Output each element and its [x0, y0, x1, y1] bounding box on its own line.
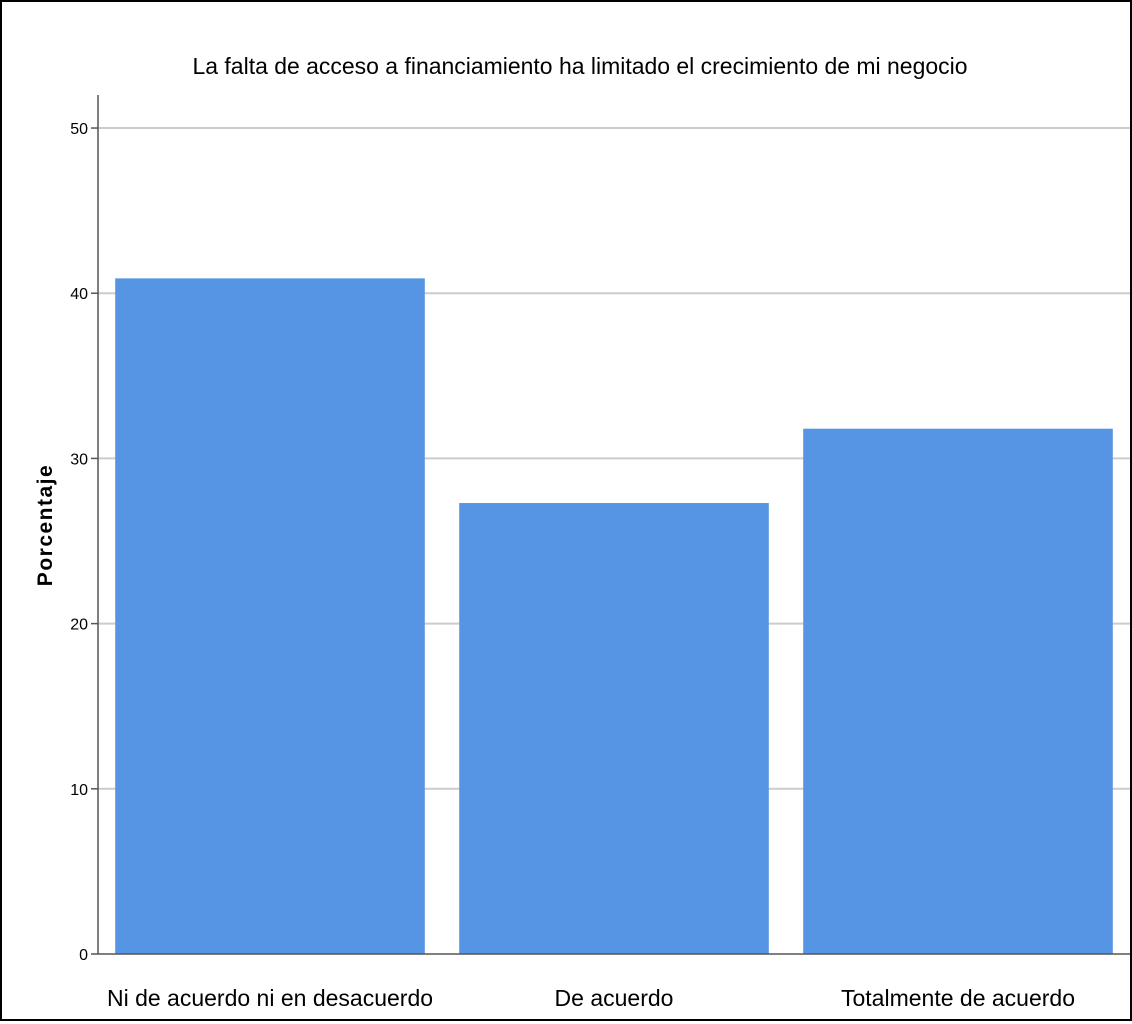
y-tick-label: 50: [70, 121, 88, 138]
y-tick-labels: 0 10 20 30 40 50: [70, 121, 98, 964]
x-tick-label: De acuerdo: [555, 985, 674, 1011]
y-axis-label: Porcentaje: [34, 464, 57, 586]
axes: [97, 95, 1130, 955]
chart-title: La falta de acceso a financiamiento ha l…: [193, 53, 968, 79]
x-tick-labels: Ni de acuerdo ni en desacuerdo De acuerdo…: [107, 985, 1075, 1011]
y-tick-label: 30: [70, 451, 88, 468]
y-tick-label: 40: [70, 286, 88, 303]
bar: [459, 503, 769, 954]
bar: [803, 428, 1113, 954]
bar: [115, 278, 425, 954]
y-tick-label: 20: [70, 617, 88, 634]
x-tick-label: Totalmente de acuerdo: [841, 985, 1075, 1011]
x-tick-label: Ni de acuerdo ni en desacuerdo: [107, 985, 433, 1011]
bars: [115, 278, 1113, 954]
y-tick-label: 0: [79, 947, 88, 964]
y-tick-label: 10: [70, 782, 88, 799]
